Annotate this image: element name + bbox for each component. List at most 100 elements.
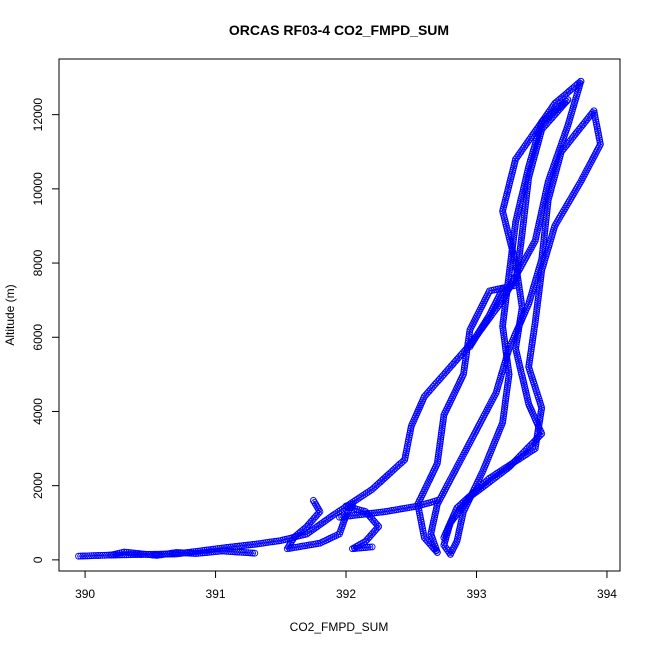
data-point [528,447,535,455]
data-point [166,549,174,557]
data-point [500,331,508,339]
data-point [329,511,337,519]
data-point [500,410,508,418]
data-point [238,548,246,556]
data-point [366,543,374,551]
data-point [326,514,333,522]
data-point [457,455,465,463]
data-point [543,207,551,215]
data-point [438,427,446,434]
data-point [542,220,550,228]
data-point [537,271,545,279]
data-point [94,552,102,559]
data-point [593,123,601,130]
data-point [514,260,522,268]
data-point [155,551,163,559]
data-point [532,438,540,446]
data-point [463,348,471,356]
data-point [502,298,510,306]
data-point [520,216,528,224]
data-point [212,548,220,556]
data-point [513,268,521,276]
data-point [501,305,509,313]
data-point [338,513,346,521]
data-point [181,549,189,557]
data-point [524,176,532,184]
data-point [231,548,239,556]
data-point [505,370,513,378]
data-point [466,326,474,334]
data-point [388,507,396,514]
data-point [541,225,549,233]
data-point [268,538,276,546]
data-point [520,452,528,460]
data-point [511,223,519,231]
data-point [523,192,531,199]
data-point [481,318,489,326]
data-point [523,139,531,147]
data-point [207,548,215,556]
data-point [528,343,536,351]
data-point [502,464,510,472]
data-point [447,475,455,483]
data-point [412,502,420,510]
data-point [504,379,512,387]
data-point [474,330,482,338]
data-point [517,240,525,248]
data-point [537,275,545,283]
data-point [466,343,474,350]
data-point [306,527,314,535]
data-point [513,153,521,161]
data-point [308,526,316,534]
y-tick-label: 6000 [31,324,45,351]
data-point [575,181,583,189]
data-point [523,189,531,197]
data-point [510,236,517,244]
data-point [240,542,248,549]
data-point [500,311,508,319]
data-point [434,457,442,465]
data-point [514,262,522,270]
data-point [403,504,411,512]
data-point [535,290,543,298]
data-point [368,543,376,551]
data-point [515,258,523,265]
data-point [489,472,497,480]
data-point [517,236,525,244]
data-point [225,543,233,551]
data-point [556,212,564,220]
data-point [362,510,370,518]
data-point [521,205,529,213]
data-point [506,461,514,469]
data-point [357,511,365,519]
data-point [359,510,367,518]
data-point [511,220,519,228]
data-point [236,548,243,556]
data-point [120,548,128,556]
data-point [227,548,235,556]
data-point [289,536,297,543]
data-point [440,411,448,419]
data-point [520,218,527,226]
data-point [313,502,321,510]
data-point [507,253,515,261]
data-point [366,510,374,517]
data-point [322,516,330,524]
data-point [519,221,527,228]
data-point [257,539,265,547]
data-point [466,328,474,336]
data-point [438,429,445,437]
data-point [520,212,528,220]
data-point [368,509,376,517]
data-point [510,229,518,237]
data-point [526,352,534,360]
data-point [533,434,541,442]
series-line [111,550,255,556]
data-point [203,549,211,556]
data-point [564,199,572,207]
data-point [539,124,547,132]
data-point [508,460,515,468]
data-point [122,548,130,556]
data-point [440,534,448,542]
data-point [153,551,161,559]
